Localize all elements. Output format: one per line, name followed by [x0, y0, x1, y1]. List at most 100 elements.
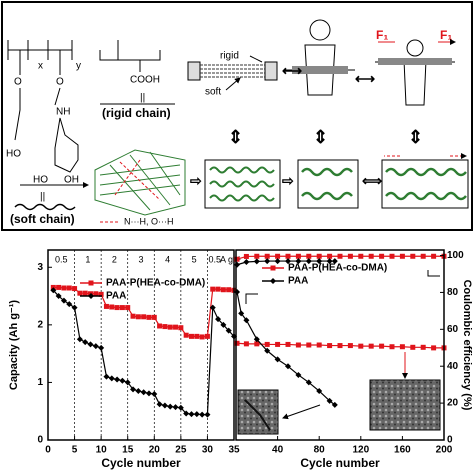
data-point [264, 341, 270, 347]
hbonds [114, 159, 161, 201]
data-point [264, 347, 271, 354]
data-point [285, 253, 291, 259]
data-point [103, 373, 110, 380]
data-point [93, 291, 99, 297]
data-point [98, 344, 105, 351]
data-point [316, 388, 323, 395]
schematic: x y O O NH HO HO OH || (soft chain) COOH… [1, 1, 473, 231]
rate-label: 5 [192, 254, 197, 264]
label: O [56, 77, 64, 88]
data-point [274, 356, 281, 363]
data-point [226, 287, 232, 293]
label: O [14, 77, 22, 88]
data-point [167, 403, 174, 410]
icon: ⇨ [282, 173, 294, 189]
label: (soft chain) [10, 212, 75, 226]
y-tick-label: 1 [37, 377, 43, 388]
data-point [61, 285, 67, 291]
data-point [157, 323, 163, 329]
x-tick-label: 30 [202, 445, 214, 456]
data-point [220, 321, 227, 328]
axis-pointer [427, 270, 440, 277]
pointer [225, 55, 263, 91]
chain-box [204, 159, 281, 209]
data-point [98, 291, 104, 297]
data-point [347, 253, 353, 259]
label: rigid [220, 51, 239, 62]
data-point [337, 343, 343, 349]
x-axis-label: Cycle number [101, 456, 181, 470]
data-point [199, 411, 206, 418]
data-point [114, 305, 120, 311]
crack [244, 399, 271, 431]
data-point [66, 285, 72, 291]
data-point [274, 258, 281, 265]
force-label: F₁ [376, 28, 388, 42]
force-label: F₁ [440, 28, 452, 42]
data-point [275, 341, 281, 347]
data-point [215, 316, 222, 323]
chain-box [297, 159, 359, 209]
data-point [210, 286, 216, 292]
data-point [183, 410, 190, 417]
series-line [236, 291, 336, 406]
data-point [183, 332, 189, 338]
label: NH [56, 107, 70, 118]
data-point [204, 411, 211, 418]
icon: ⟺ [362, 173, 382, 189]
data-point [243, 317, 250, 324]
data-point [156, 401, 163, 408]
data-point [295, 253, 301, 259]
data-point [431, 253, 437, 259]
legend-marker [88, 280, 94, 286]
y2-tick-label: 100 [447, 250, 464, 261]
data-point [220, 287, 226, 293]
data-point [326, 397, 333, 404]
x-tick-label: 80 [314, 445, 326, 456]
data-point [358, 253, 364, 259]
data-point [188, 333, 194, 339]
data-point [66, 301, 73, 308]
data-point [92, 343, 99, 350]
data-point [253, 336, 260, 343]
data-point [76, 336, 83, 343]
schematic-frame [1, 1, 473, 231]
data-point [215, 286, 221, 292]
icon: ⇕ [228, 127, 243, 147]
data-point [199, 334, 205, 340]
label: HO [33, 175, 48, 186]
legend-marker [270, 278, 276, 284]
data-point [295, 258, 302, 265]
x-axis-label: Cycle number [300, 456, 380, 470]
expander-handle [187, 61, 201, 81]
hbond-legend: N···H, O···H [124, 216, 173, 226]
data-point [238, 310, 245, 317]
rate-label: 3 [138, 254, 143, 264]
chains [301, 167, 353, 201]
data-point [162, 324, 168, 330]
x-tick-label: 160 [394, 445, 411, 456]
data-point [410, 253, 416, 259]
data-point [151, 314, 157, 320]
x-tick-label: 15 [122, 445, 134, 456]
data-point [193, 411, 200, 418]
data-point [146, 314, 152, 320]
data-point [326, 258, 333, 265]
icon: ⇨ [190, 173, 202, 189]
person [406, 39, 424, 57]
icon: ⇕ [313, 127, 328, 147]
data-point [56, 284, 62, 290]
data-point [108, 375, 115, 382]
data-point [234, 340, 240, 346]
data-point [379, 253, 385, 259]
rate-unit: A g⁻¹ [220, 254, 241, 264]
data-point [420, 253, 426, 259]
chains [385, 167, 467, 201]
data-point [145, 390, 152, 397]
data-point [337, 253, 343, 259]
expander-handle [264, 61, 278, 81]
data-point [55, 293, 62, 300]
data-point [167, 324, 173, 330]
rate-label: 2 [112, 254, 117, 264]
data-point [135, 388, 142, 395]
